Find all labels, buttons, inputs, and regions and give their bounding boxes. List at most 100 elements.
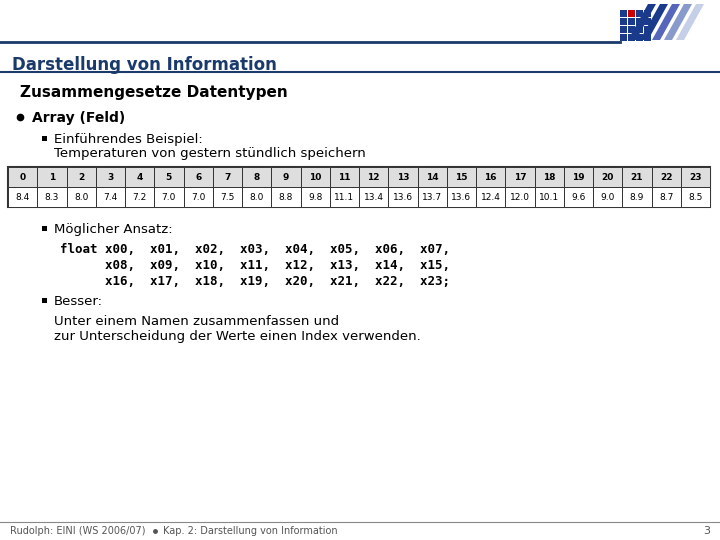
Bar [8,167,37,187]
Text: 8.5: 8.5 [688,192,703,201]
Text: Darstellung von Information: Darstellung von Information [12,56,277,74]
Text: 0: 0 [19,172,26,181]
Text: 14: 14 [426,172,438,181]
Text: 8.0: 8.0 [249,192,264,201]
Bar [359,187,388,207]
Bar [42,298,47,303]
Bar [644,26,651,33]
Text: 7: 7 [224,172,230,181]
Bar [8,187,37,207]
Bar [66,187,96,207]
Bar [96,167,125,187]
Text: 22: 22 [660,172,672,181]
Bar [271,187,300,207]
Text: Kap. 2: Darstellung von Information: Kap. 2: Darstellung von Information [163,526,338,536]
Bar [644,34,651,41]
Bar [300,167,330,187]
Text: Einführendes Beispiel:: Einführendes Beispiel: [54,133,203,146]
Bar [125,167,154,187]
Text: x08,  x09,  x10,  x11,  x12,  x13,  x14,  x15,: x08, x09, x10, x11, x12, x13, x14, x15, [60,259,450,272]
Text: 17: 17 [513,172,526,181]
Text: Möglicher Ansatz:: Möglicher Ansatz: [54,223,173,236]
Bar [125,187,154,207]
Text: Zusammengesetze Datentypen: Zusammengesetze Datentypen [20,85,288,100]
Text: 13.4: 13.4 [364,192,384,201]
Bar [620,26,627,33]
Bar [66,167,96,187]
Text: 12.0: 12.0 [510,192,530,201]
Bar [636,18,643,25]
Bar [628,34,635,41]
Text: 8.7: 8.7 [659,192,673,201]
Text: 9.8: 9.8 [308,192,323,201]
Text: 10.1: 10.1 [539,192,559,201]
Bar [418,167,446,187]
Text: Besser:: Besser: [54,295,103,308]
Bar [652,167,680,187]
Text: 4: 4 [136,172,143,181]
Polygon shape [628,4,656,40]
Bar [271,167,300,187]
Bar [154,167,184,187]
Bar [242,187,271,207]
Polygon shape [664,4,692,40]
Bar [42,136,47,141]
Bar [680,187,710,207]
Bar [620,34,627,41]
Bar [446,167,476,187]
Bar [620,18,627,25]
Bar [8,167,710,207]
Bar [184,167,212,187]
Bar [388,167,418,187]
Text: 12.4: 12.4 [481,192,500,201]
Bar [636,26,643,33]
Text: 21: 21 [631,172,643,181]
Bar [564,187,593,207]
Text: 16: 16 [485,172,497,181]
Text: 5: 5 [166,172,172,181]
Text: 13.6: 13.6 [393,192,413,201]
Text: 20: 20 [601,172,614,181]
Text: 8.8: 8.8 [279,192,293,201]
Text: 13: 13 [397,172,409,181]
Text: float x00,  x01,  x02,  x03,  x04,  x05,  x06,  x07,: float x00, x01, x02, x03, x04, x05, x06,… [60,243,450,256]
Bar [476,187,505,207]
Text: zur Unterscheidung der Werte einen Index verwenden.: zur Unterscheidung der Werte einen Index… [54,330,420,343]
Bar [644,18,651,25]
Bar [330,187,359,207]
Bar [628,26,635,33]
Bar [330,167,359,187]
Text: 11: 11 [338,172,351,181]
Text: 8: 8 [253,172,260,181]
Bar [96,187,125,207]
Bar [359,167,388,187]
Text: 9.6: 9.6 [571,192,585,201]
Bar [505,167,534,187]
Text: 15: 15 [455,172,467,181]
Text: 10: 10 [309,172,321,181]
Bar [620,10,627,17]
Text: 11.1: 11.1 [334,192,354,201]
Bar [680,167,710,187]
Text: 8.0: 8.0 [74,192,89,201]
Text: 9.0: 9.0 [600,192,615,201]
Bar [212,167,242,187]
Text: 3: 3 [107,172,114,181]
Bar [476,167,505,187]
Bar [534,187,564,207]
Bar [154,187,184,207]
Text: 1: 1 [49,172,55,181]
Bar [652,187,680,207]
Bar [300,187,330,207]
Bar [644,10,651,17]
Bar [42,226,47,231]
Bar [418,187,446,207]
Bar [184,187,212,207]
Polygon shape [640,4,668,40]
Bar [37,187,66,207]
Bar [593,187,622,207]
Bar [388,187,418,207]
Text: x16,  x17,  x18,  x19,  x20,  x21,  x22,  x23;: x16, x17, x18, x19, x20, x21, x22, x23; [60,275,450,288]
Text: 23: 23 [689,172,701,181]
Text: 9: 9 [283,172,289,181]
